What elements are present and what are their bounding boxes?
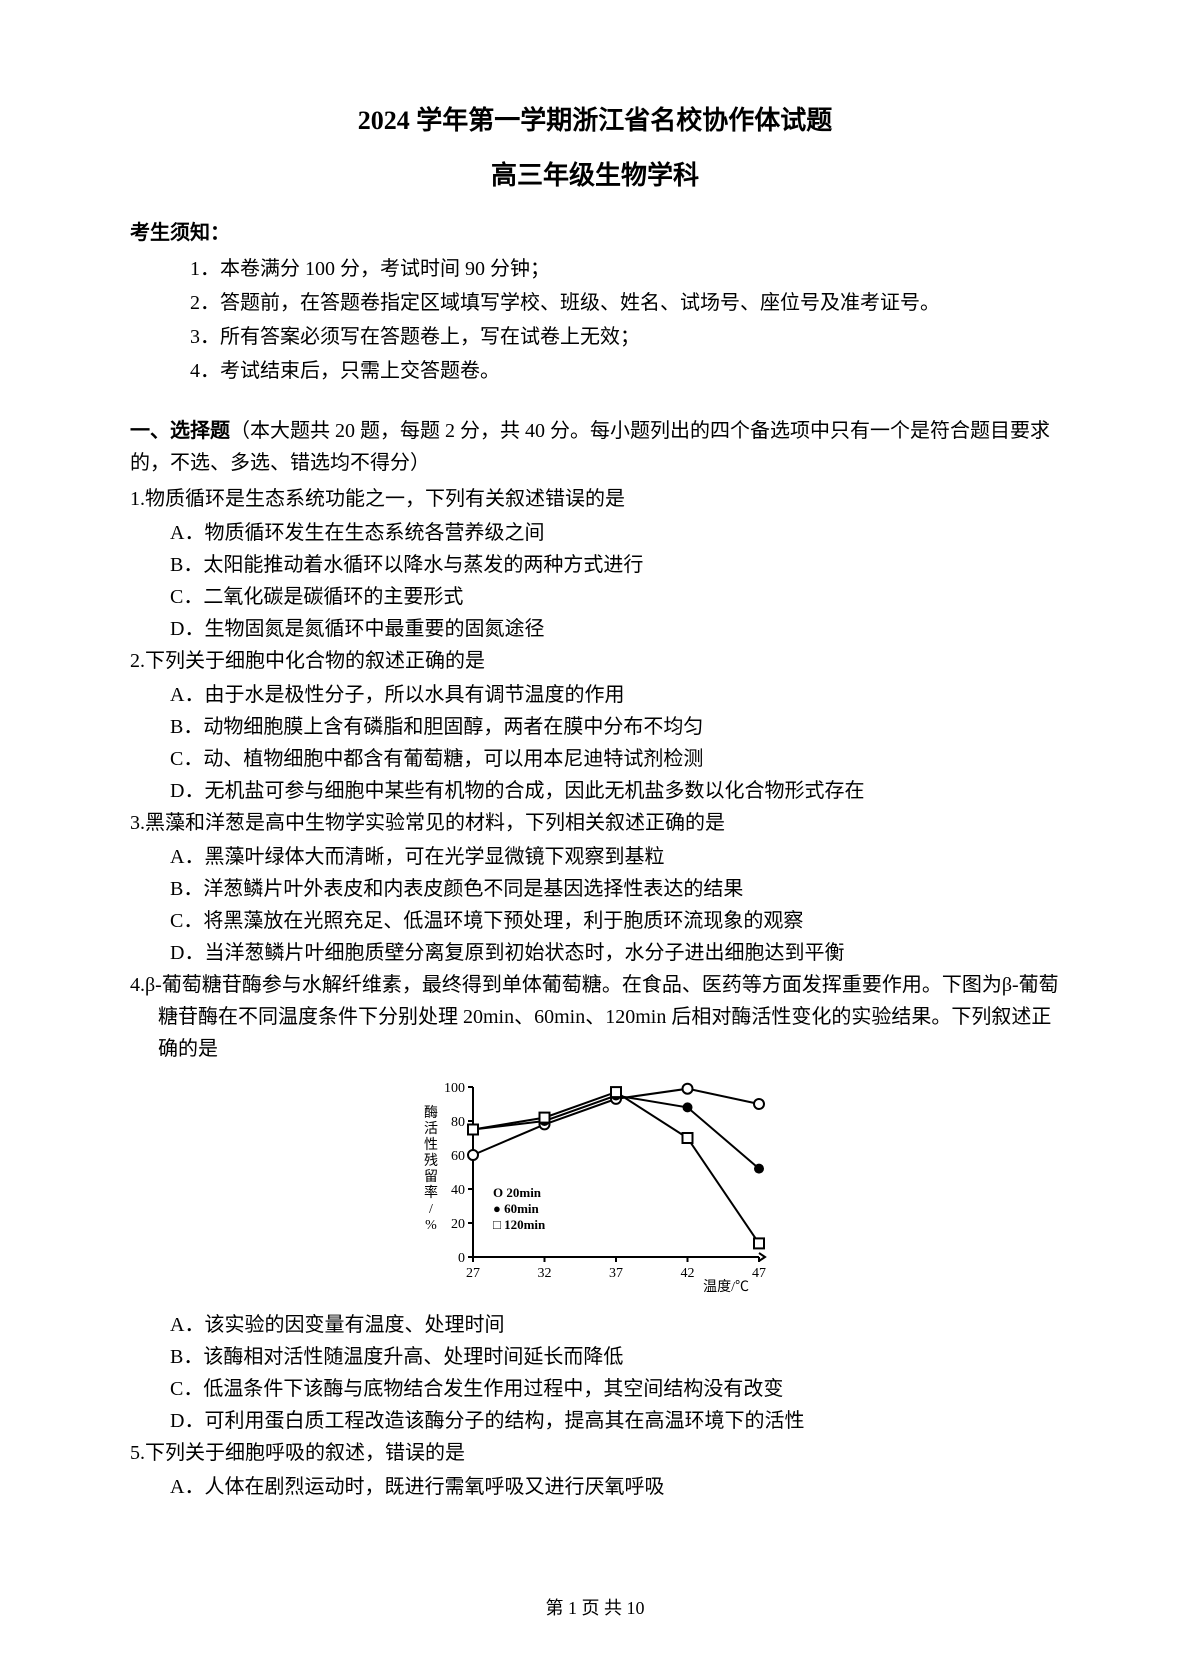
svg-text:性: 性 [424,1137,438,1153]
q4-choices: A．该实验的因变量有温度、处理时间 B．该酶相对活性随温度升高、处理时间延长而降… [130,1309,1060,1437]
svg-text:酶: 酶 [424,1105,438,1121]
q1-choice-b: B．太阳能推动着水循环以降水与蒸发的两种方式进行 [170,549,1060,581]
q2-stem: 2.下列关于细胞中化合物的叙述正确的是 [130,645,1060,677]
svg-text:/: / [429,1202,433,1217]
q2-choices: A．由于水是极性分子，所以水具有调节温度的作用 B．动物细胞膜上含有磷脂和胆固醇… [130,679,1060,807]
q2-choice-c: C．动、植物细胞中都含有葡萄糖，可以用本尼迪特试剂检测 [170,743,1060,775]
notice-item: 3．所有答案必须写在答题卷上，写在试卷上无效； [190,321,1060,353]
exam-title-line1: 2024 学年第一学期浙江省名校协作体试题 [130,100,1060,137]
q3-choice-d: D．当洋葱鳞片叶细胞质壁分离复原到初始状态时，水分子进出细胞达到平衡 [170,937,1060,969]
enzyme-chart-svg: 0 20 40 60 80 100 27 32 37 42 47温度/℃ 酶活性残留率/% O 20mi… [415,1075,775,1295]
svg-text:40: 40 [451,1183,465,1198]
svg-text:60: 60 [451,1149,465,1164]
notice-item: 1．本卷满分 100 分，考试时间 90 分钟； [190,253,1060,285]
q3-choice-c: C．将黑藻放在光照充足、低温环境下预处理，利于胞质环流现象的观察 [170,905,1060,937]
q5-choice-a: A．人体在剧烈运动时，既进行需氧呼吸又进行厌氧呼吸 [170,1471,1060,1503]
section-header-bold: 一、选择题 [130,420,230,442]
q3-choices: A．黑藻叶绿体大而清晰，可在光学显微镜下观察到基粒 B．洋葱鳞片叶外表皮和内表皮… [130,841,1060,969]
q1-choice-a: A．物质循环发生在生态系统各营养级之间 [170,517,1060,549]
svg-text:32: 32 [538,1266,552,1281]
svg-text:活: 活 [424,1121,438,1137]
q4-chart: 0 20 40 60 80 100 27 32 37 42 47温度/℃ 酶活性残留率/% O 20mi… [130,1075,1060,1295]
svg-text:● 60min: ● 60min [493,1201,540,1216]
svg-text:温度/℃: 温度/℃ [703,1279,749,1295]
q5-choices: A．人体在剧烈运动时，既进行需氧呼吸又进行厌氧呼吸 [130,1471,1060,1503]
svg-text:%: % [425,1218,437,1233]
svg-text:率: 率 [424,1184,438,1201]
exam-title-line2: 高三年级生物学科 [130,155,1060,192]
q5-stem: 5.下列关于细胞呼吸的叙述，错误的是 [130,1437,1060,1469]
svg-text:80: 80 [451,1115,465,1130]
page-footer: 第 1 页 共 10 [0,1594,1190,1620]
q2-choice-a: A．由于水是极性分子，所以水具有调节温度的作用 [170,679,1060,711]
section-header: 一、选择题（本大题共 20 题，每题 2 分，共 40 分。每小题列出的四个备选… [130,415,1060,479]
svg-text:27: 27 [466,1266,480,1281]
svg-text:20: 20 [451,1217,465,1232]
q1-choice-d: D．生物固氮是氮循环中最重要的固氮途径 [170,613,1060,645]
q4-choice-c: C．低温条件下该酶与底物结合发生作用过程中，其空间结构没有改变 [170,1373,1060,1405]
q4-choice-b: B．该酶相对活性随温度升高、处理时间延长而降低 [170,1341,1060,1373]
notice-header: 考生须知： [130,216,1060,245]
section-header-rest: （本大题共 20 题，每题 2 分，共 40 分。每小题列出的四个备选项中只有一… [130,420,1050,474]
svg-text:47: 47 [752,1266,766,1281]
notice-item: 2．答题前，在答题卷指定区域填写学校、班级、姓名、试场号、座位号及准考证号。 [190,287,1060,319]
svg-text:留: 留 [424,1169,438,1185]
q3-choice-b: B．洋葱鳞片叶外表皮和内表皮颜色不同是基因选择性表达的结果 [170,873,1060,905]
q2-choice-d: D．无机盐可参与细胞中某些有机物的合成，因此无机盐多数以化合物形式存在 [170,775,1060,807]
notice-list: 1．本卷满分 100 分，考试时间 90 分钟； 2．答题前，在答题卷指定区域填… [130,253,1060,387]
q3-choice-a: A．黑藻叶绿体大而清晰，可在光学显微镜下观察到基粒 [170,841,1060,873]
svg-text:37: 37 [609,1266,623,1281]
svg-text:100: 100 [444,1081,465,1096]
q3-stem: 3.黑藻和洋葱是高中生物学实验常见的材料，下列相关叙述正确的是 [130,807,1060,839]
q1-stem: 1.物质循环是生态系统功能之一，下列有关叙述错误的是 [130,483,1060,515]
q4-choice-d: D．可利用蛋白质工程改造该酶分子的结构，提高其在高温环境下的活性 [170,1405,1060,1437]
svg-text:42: 42 [681,1266,695,1281]
notice-item: 4．考试结束后，只需上交答题卷。 [190,355,1060,387]
svg-text:残: 残 [424,1153,438,1169]
svg-text:□ 120min: □ 120min [493,1217,546,1232]
svg-text:O 20min: O 20min [493,1185,542,1200]
q1-choices: A．物质循环发生在生态系统各营养级之间 B．太阳能推动着水循环以降水与蒸发的两种… [130,517,1060,645]
q4-stem: 4.β-葡萄糖苷酶参与水解纤维素，最终得到单体葡萄糖。在食品、医药等方面发挥重要… [130,969,1060,1065]
q2-choice-b: B．动物细胞膜上含有磷脂和胆固醇，两者在膜中分布不均匀 [170,711,1060,743]
svg-text:0: 0 [458,1251,465,1266]
q4-choice-a: A．该实验的因变量有温度、处理时间 [170,1309,1060,1341]
q1-choice-c: C．二氧化碳是碳循环的主要形式 [170,581,1060,613]
